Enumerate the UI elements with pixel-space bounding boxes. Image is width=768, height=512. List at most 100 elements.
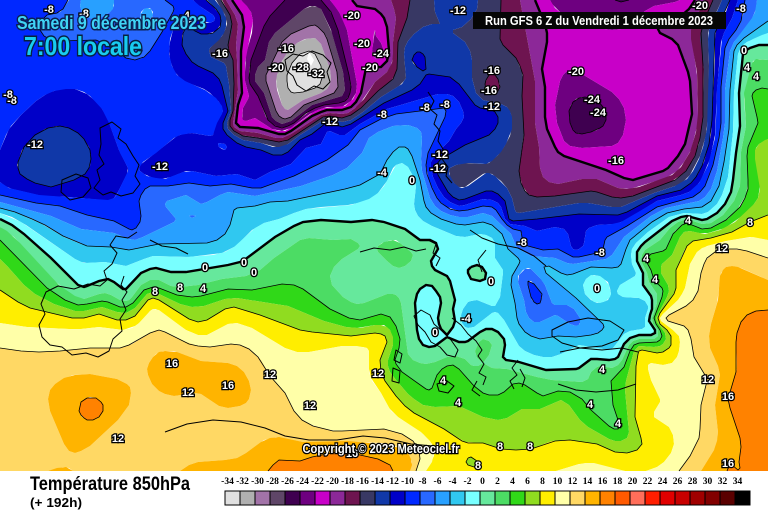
svg-text:4: 4 [753, 71, 760, 83]
svg-text:0: 0 [241, 257, 247, 269]
svg-text:-24: -24 [590, 107, 607, 119]
svg-text:4: 4 [510, 477, 515, 487]
svg-text:-20: -20 [568, 66, 584, 78]
svg-text:Copyright © 2023 Meteociel.fr: Copyright © 2023 Meteociel.fr [303, 441, 460, 456]
svg-text:-4: -4 [449, 477, 457, 487]
svg-text:22: 22 [643, 477, 653, 487]
svg-text:12: 12 [702, 374, 714, 386]
svg-text:20: 20 [628, 477, 638, 487]
svg-text:Run GFS 6 Z du Vendredi 1 déce: Run GFS 6 Z du Vendredi 1 décembre 2023 [485, 14, 713, 28]
svg-text:8: 8 [177, 282, 183, 294]
svg-text:12: 12 [372, 368, 384, 380]
svg-text:12: 12 [716, 243, 728, 255]
svg-text:-20: -20 [344, 10, 360, 22]
svg-text:-24: -24 [296, 477, 309, 487]
svg-text:24: 24 [658, 477, 668, 487]
svg-text:16: 16 [598, 477, 608, 487]
svg-text:-8: -8 [44, 4, 54, 16]
svg-text:-32: -32 [308, 68, 324, 80]
svg-text:-20: -20 [326, 477, 339, 487]
svg-text:-4: -4 [377, 167, 388, 179]
svg-text:12: 12 [304, 400, 316, 412]
svg-text:-12: -12 [27, 139, 43, 151]
svg-text:-22: -22 [311, 477, 324, 487]
svg-text:8: 8 [152, 286, 158, 298]
svg-text:4: 4 [685, 215, 692, 227]
svg-text:7:00 locale: 7:00 locale [24, 31, 142, 61]
svg-text:Température 850hPa: Température 850hPa [30, 474, 190, 495]
svg-text:-20: -20 [354, 38, 370, 50]
svg-text:0: 0 [488, 276, 494, 288]
svg-text:-12: -12 [152, 161, 168, 173]
svg-text:-8: -8 [517, 237, 527, 249]
svg-text:12: 12 [112, 433, 124, 445]
svg-text:32: 32 [718, 477, 728, 487]
svg-text:0: 0 [741, 45, 747, 57]
svg-text:8: 8 [475, 460, 481, 472]
svg-text:-8: -8 [736, 3, 746, 15]
svg-text:26: 26 [673, 477, 683, 487]
svg-text:-16: -16 [212, 48, 228, 60]
svg-text:4: 4 [200, 283, 207, 295]
svg-text:4: 4 [440, 375, 447, 387]
svg-text:0: 0 [480, 477, 485, 487]
svg-text:4: 4 [599, 364, 606, 376]
svg-text:16: 16 [346, 448, 358, 460]
svg-text:-8: -8 [440, 99, 450, 111]
svg-text:-16: -16 [481, 85, 497, 97]
svg-text:0: 0 [432, 327, 438, 339]
svg-text:4: 4 [744, 62, 751, 74]
svg-text:12: 12 [568, 477, 578, 487]
svg-text:16: 16 [722, 458, 734, 470]
svg-text:2: 2 [495, 477, 500, 487]
svg-text:4: 4 [652, 274, 659, 286]
svg-text:-12: -12 [450, 5, 466, 17]
svg-text:-8: -8 [595, 247, 605, 259]
svg-text:-32: -32 [236, 477, 249, 487]
svg-text:-12: -12 [322, 116, 338, 128]
svg-text:-14: -14 [371, 477, 384, 487]
svg-text:8: 8 [497, 441, 503, 453]
svg-text:-16: -16 [484, 65, 500, 77]
svg-text:-20: -20 [268, 62, 284, 74]
svg-text:-30: -30 [251, 477, 264, 487]
svg-text:6: 6 [525, 477, 530, 487]
svg-text:-8: -8 [377, 109, 387, 121]
svg-text:-16: -16 [608, 155, 624, 167]
svg-text:16: 16 [222, 380, 234, 392]
svg-text:30: 30 [703, 477, 713, 487]
svg-text:-12: -12 [432, 149, 448, 161]
svg-text:16: 16 [722, 391, 734, 403]
svg-text:-8: -8 [3, 89, 13, 101]
svg-text:14: 14 [583, 477, 593, 487]
svg-text:-28: -28 [293, 62, 309, 74]
svg-text:12: 12 [182, 387, 194, 399]
svg-text:(+ 192h): (+ 192h) [30, 495, 82, 510]
svg-text:10: 10 [553, 477, 563, 487]
svg-text:-2: -2 [464, 477, 472, 487]
svg-text:Samedi 9 décembre 2023: Samedi 9 décembre 2023 [17, 13, 206, 33]
svg-text:-8: -8 [7, 95, 17, 107]
svg-text:0: 0 [594, 283, 600, 295]
svg-text:4: 4 [455, 397, 462, 409]
svg-text:-16: -16 [278, 43, 294, 55]
svg-text:8: 8 [540, 477, 545, 487]
svg-text:-12: -12 [484, 101, 500, 113]
svg-text:-12: -12 [178, 19, 194, 31]
svg-text:4: 4 [615, 418, 622, 430]
svg-text:12: 12 [264, 369, 276, 381]
svg-text:-4: -4 [461, 313, 472, 325]
svg-text:-10: -10 [401, 477, 414, 487]
svg-text:0: 0 [251, 267, 257, 279]
svg-text:-6: -6 [434, 477, 442, 487]
svg-text:-8: -8 [420, 102, 430, 114]
svg-text:18: 18 [613, 477, 623, 487]
svg-text:4: 4 [587, 399, 594, 411]
svg-text:-12: -12 [386, 477, 399, 487]
svg-text:-12: -12 [430, 163, 446, 175]
svg-text:-28: -28 [266, 477, 279, 487]
svg-text:-24: -24 [584, 94, 601, 106]
svg-text:-8: -8 [79, 8, 89, 20]
svg-text:-4: -4 [180, 10, 191, 22]
svg-text:-26: -26 [281, 477, 294, 487]
